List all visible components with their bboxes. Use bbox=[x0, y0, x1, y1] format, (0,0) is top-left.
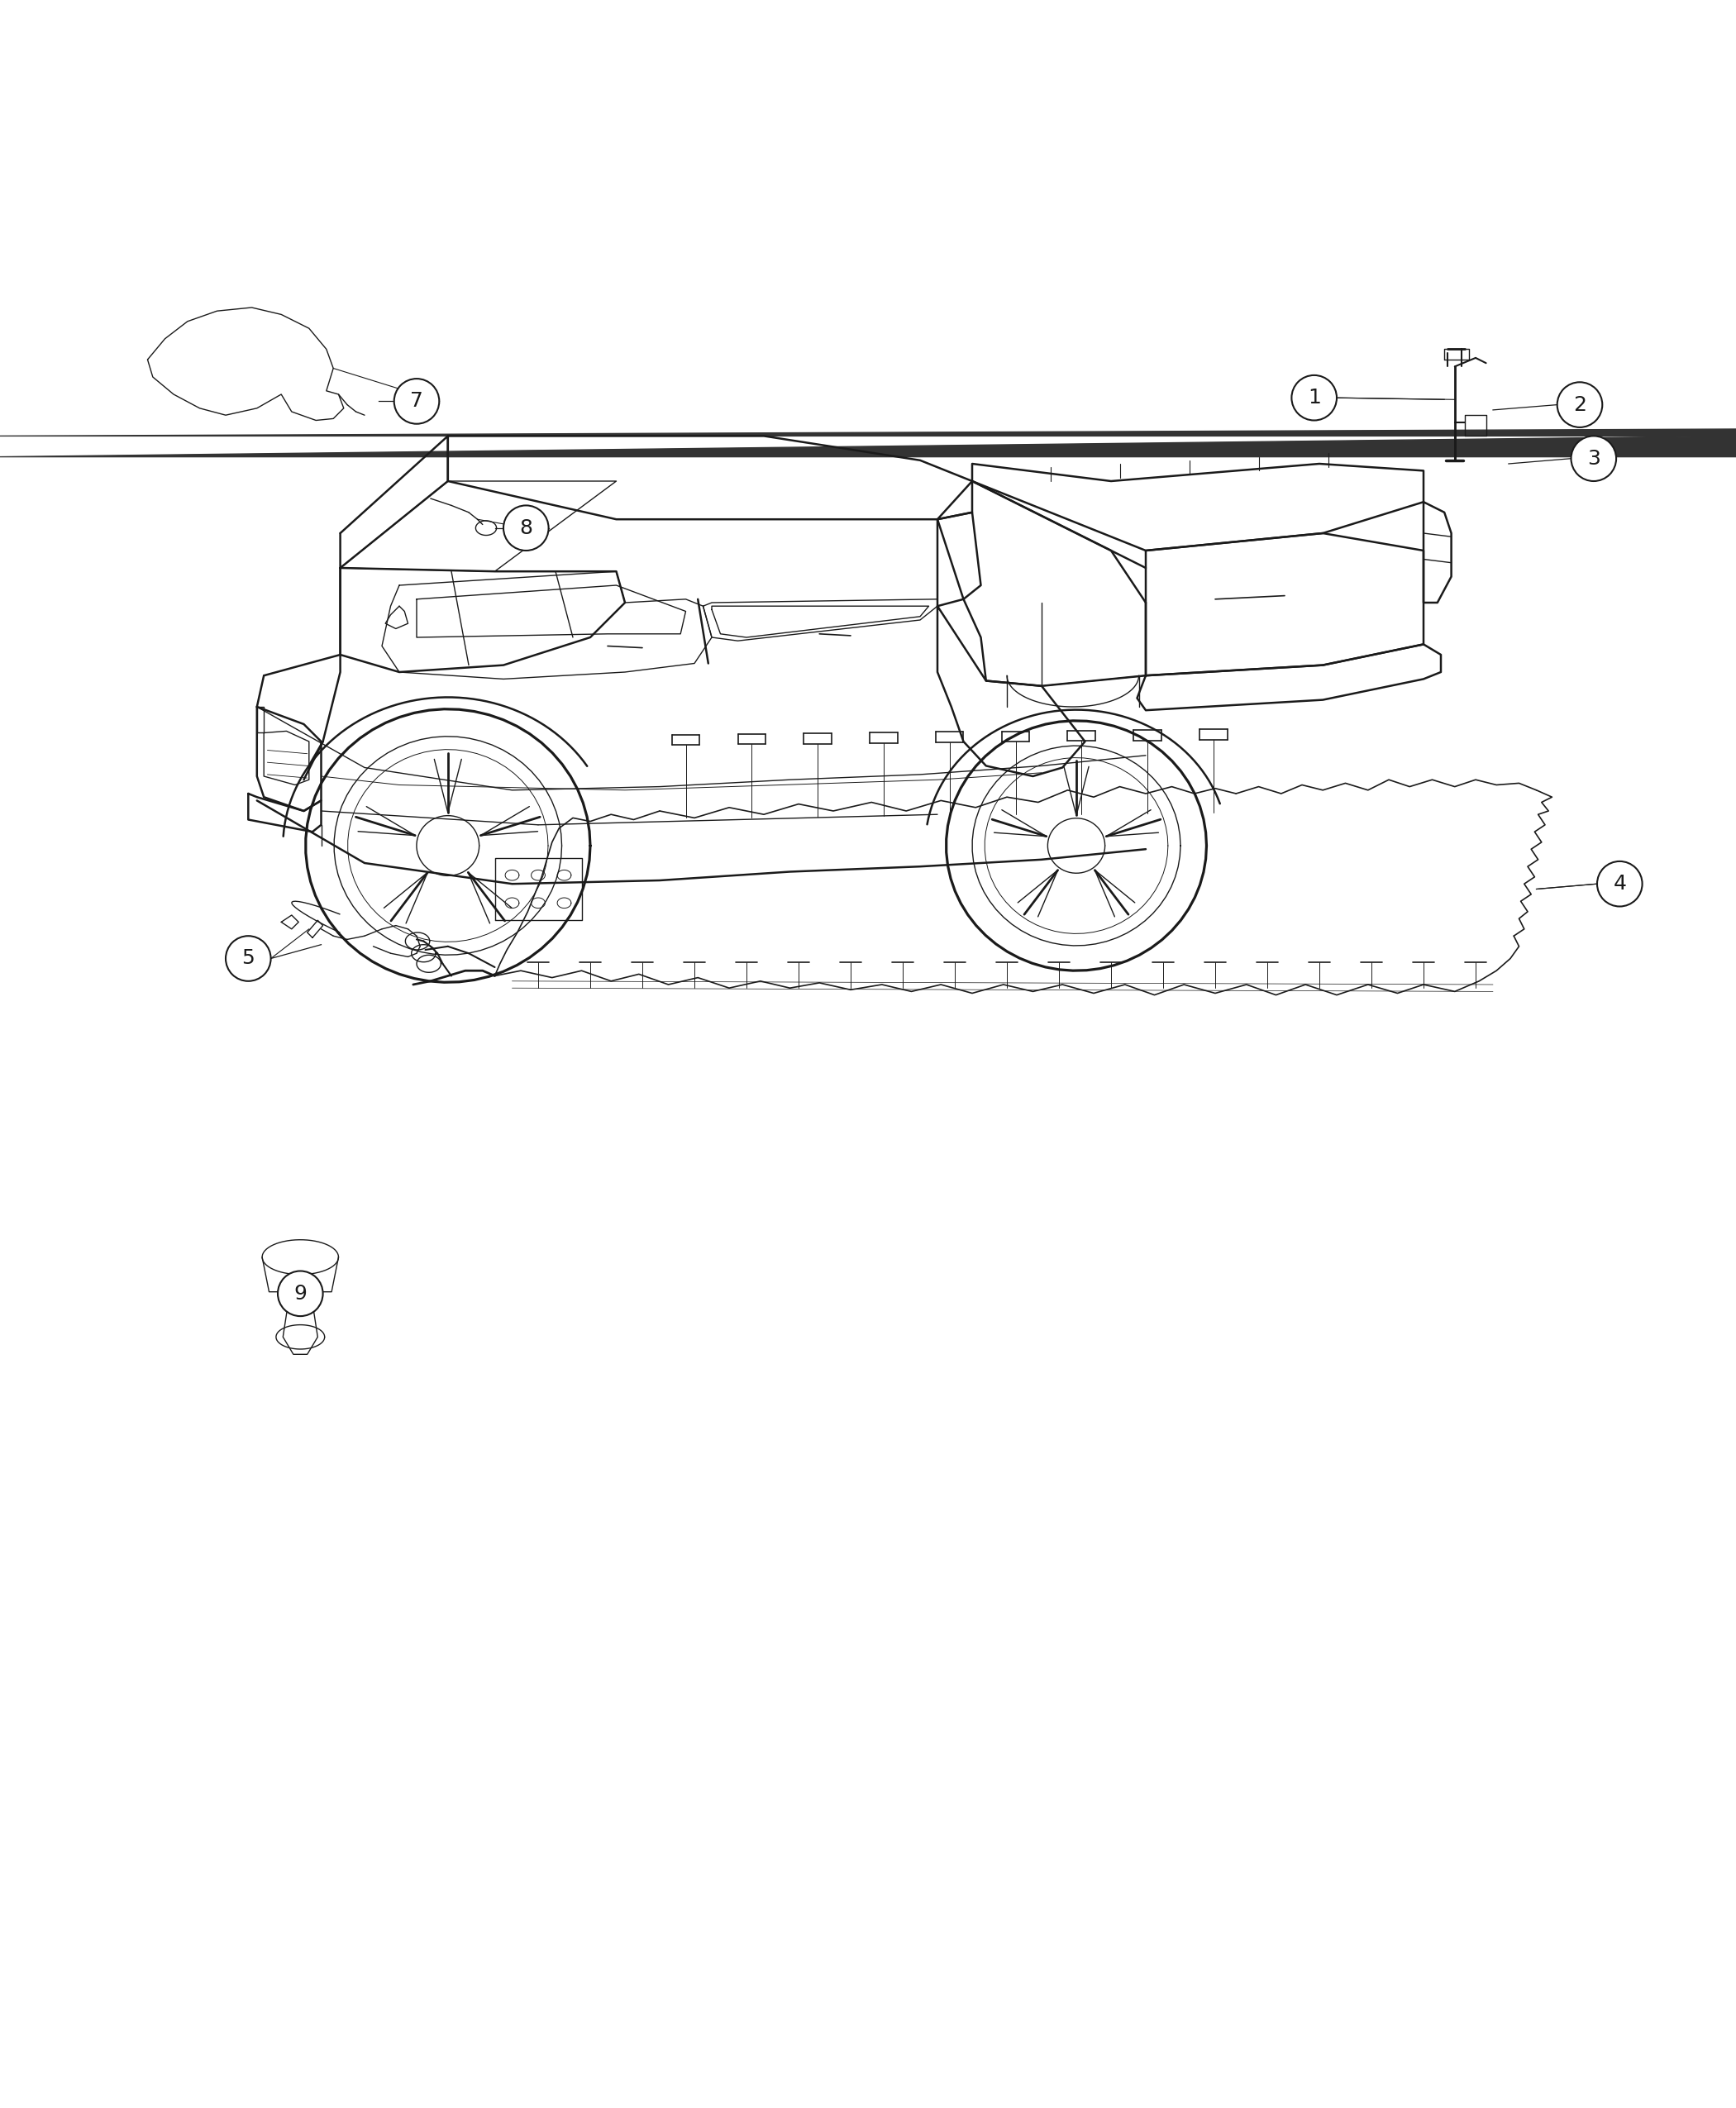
Text: 7: 7 bbox=[410, 392, 424, 411]
Circle shape bbox=[1571, 436, 1616, 481]
Circle shape bbox=[394, 379, 439, 424]
Text: 1: 1 bbox=[1307, 388, 1321, 407]
Polygon shape bbox=[0, 415, 1736, 436]
Circle shape bbox=[278, 1271, 323, 1315]
Polygon shape bbox=[0, 436, 1736, 457]
Text: 3: 3 bbox=[1587, 449, 1601, 468]
Circle shape bbox=[503, 506, 549, 550]
Text: 9: 9 bbox=[293, 1284, 307, 1303]
Text: 5: 5 bbox=[241, 949, 255, 968]
Circle shape bbox=[226, 936, 271, 980]
Text: 8: 8 bbox=[519, 519, 533, 538]
Circle shape bbox=[1292, 375, 1337, 419]
Circle shape bbox=[1557, 382, 1602, 428]
Text: 2: 2 bbox=[1573, 394, 1587, 415]
Text: 4: 4 bbox=[1613, 875, 1627, 894]
Circle shape bbox=[1597, 862, 1642, 906]
